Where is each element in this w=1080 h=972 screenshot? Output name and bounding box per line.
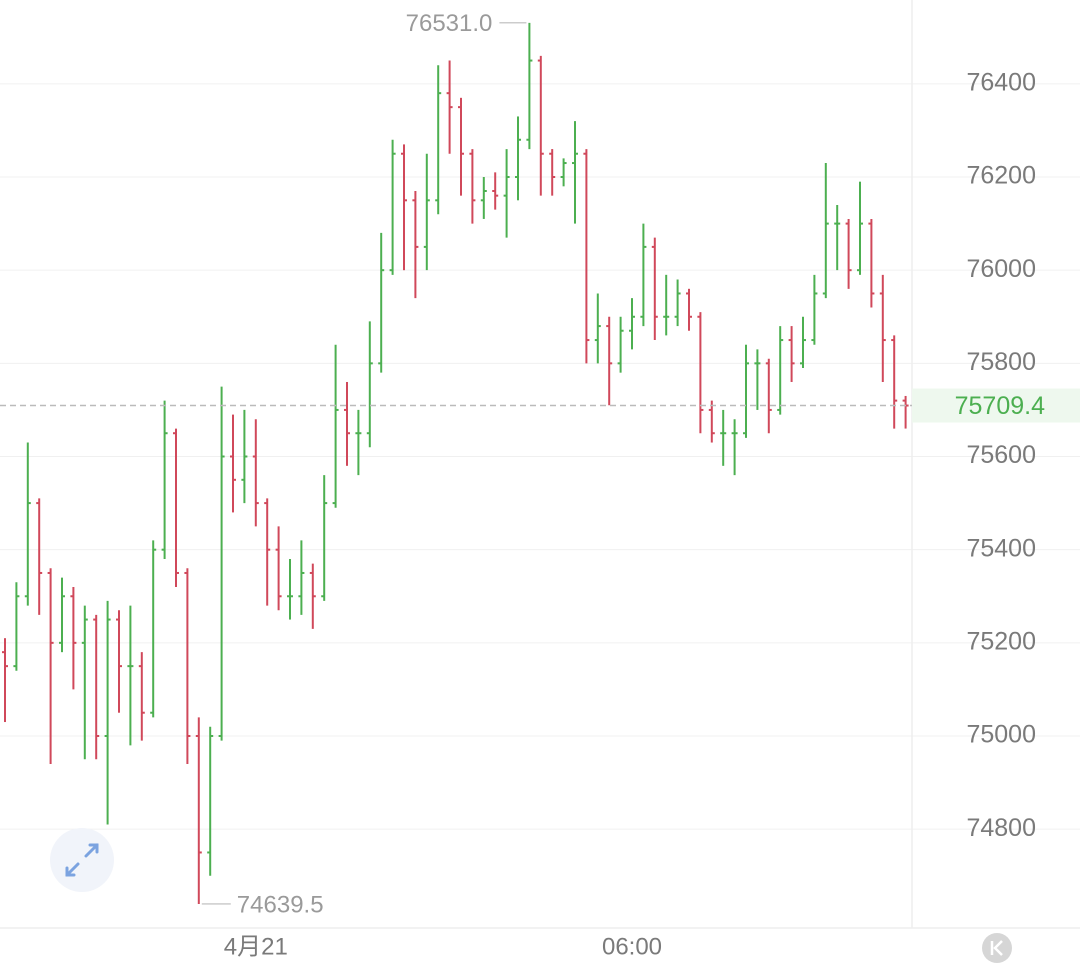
scroll-to-latest[interactable]	[982, 933, 1012, 963]
y-tick-label: 75400	[966, 534, 1036, 562]
last-price-bg	[912, 388, 1080, 423]
y-tick-label: 76000	[966, 255, 1036, 283]
y-tick-label: 75200	[966, 627, 1036, 655]
last-price-label: 75709.4	[955, 392, 1045, 420]
latest-icon[interactable]	[990, 940, 1003, 956]
bars	[2, 22, 909, 904]
low-marker-label: 74639.5	[237, 891, 324, 918]
expand-icon[interactable]	[65, 843, 99, 877]
latest-button-bg[interactable]	[982, 933, 1012, 963]
expand-button-bg[interactable]	[50, 828, 114, 892]
y-tick-label: 74800	[966, 814, 1036, 842]
x-tick-label: 4月21	[224, 933, 288, 960]
x-tick-label: 06:00	[602, 933, 662, 960]
y-tick-label: 75600	[966, 441, 1036, 469]
high-marker-label: 76531.0	[406, 10, 493, 37]
y-tick-label: 75800	[966, 348, 1036, 376]
y-tick-label: 75000	[966, 721, 1036, 749]
y-tick-label: 76400	[966, 68, 1036, 96]
expand-button[interactable]	[50, 828, 114, 892]
y-tick-label: 76200	[966, 162, 1036, 190]
